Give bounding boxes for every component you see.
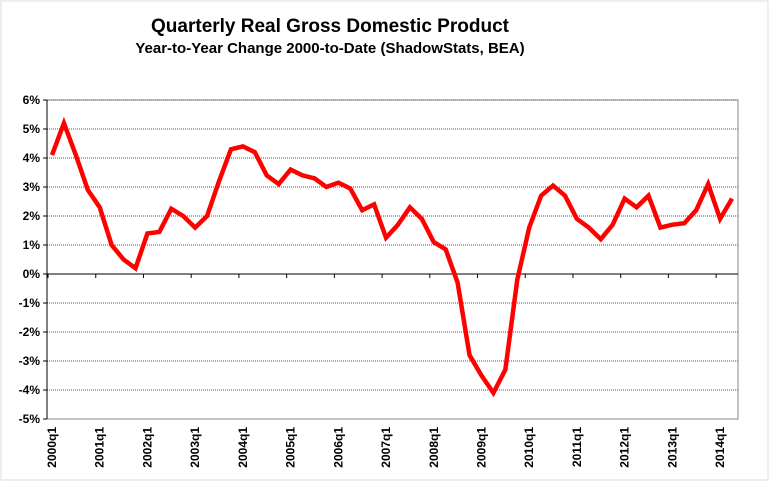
x-tick-label: 2008q1 (427, 427, 441, 468)
x-tick-label: 2004q1 (236, 427, 250, 468)
x-tick-label: 2013q1 (665, 427, 679, 468)
x-tick-label: 2002q1 (140, 427, 154, 468)
x-tick-label: 2014q1 (713, 427, 727, 468)
x-tick-label: 2003q1 (188, 427, 202, 468)
chart-title: Quarterly Real Gross Domestic Product (151, 16, 509, 37)
y-tick-label: -3% (19, 354, 41, 368)
x-tick-label: 2007q1 (379, 427, 393, 468)
x-tick-label: 2011q1 (570, 427, 584, 467)
x-tick-label: 2005q1 (284, 427, 298, 468)
x-tick-label: 2012q1 (618, 427, 632, 468)
chart-subtitle: Year-to-Year Change 2000-to-Date (Shadow… (135, 40, 525, 57)
y-tick-label: 0% (23, 267, 41, 281)
plot-area (46, 99, 739, 420)
y-tick-label: 2% (23, 209, 41, 223)
x-tick-label: 2000q1 (45, 427, 59, 468)
y-tick-label: -2% (19, 325, 41, 339)
y-tick-label: -5% (19, 412, 41, 426)
y-tick-label: -4% (19, 383, 41, 397)
x-tick-label: 2006q1 (331, 427, 345, 468)
y-tick-label: 1% (23, 238, 41, 252)
y-tick-label: 3% (23, 180, 41, 194)
gdp-series-line (49, 116, 734, 398)
x-tick-label: 2001q1 (93, 427, 107, 468)
y-tick-label: 5% (23, 122, 41, 136)
y-tick-label: 4% (23, 151, 41, 165)
x-tick-label: 2009q1 (474, 427, 488, 468)
x-tick-label: 2010q1 (522, 427, 536, 468)
y-tick-label: -1% (19, 296, 41, 310)
y-tick-label: 6% (23, 93, 41, 107)
